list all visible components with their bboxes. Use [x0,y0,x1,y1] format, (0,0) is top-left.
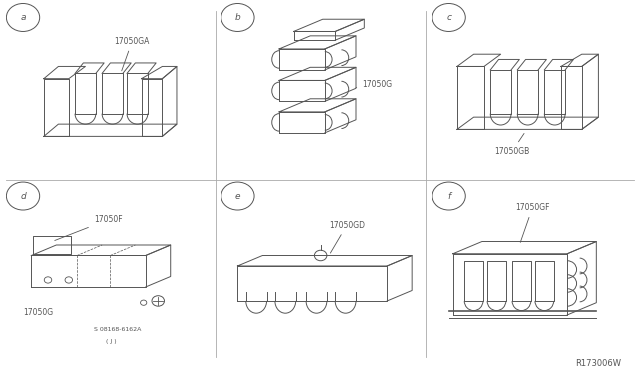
Text: 17050GD: 17050GD [329,221,365,253]
Text: 17050G: 17050G [23,308,53,317]
Text: 17050GB: 17050GB [494,134,530,156]
Text: c: c [446,13,451,22]
Text: 17050GA: 17050GA [115,37,150,71]
Text: a: a [20,13,26,22]
Text: e: e [235,192,240,201]
Text: ( J ): ( J ) [106,339,117,344]
Text: R173006W: R173006W [575,359,621,368]
Text: d: d [20,192,26,201]
Text: f: f [447,192,450,201]
Text: S 08168-6162A: S 08168-6162A [94,327,141,332]
Text: 17050G: 17050G [356,80,392,89]
Text: 17050F: 17050F [55,215,122,240]
Text: 17050GF: 17050GF [515,203,550,243]
Text: b: b [235,13,240,22]
